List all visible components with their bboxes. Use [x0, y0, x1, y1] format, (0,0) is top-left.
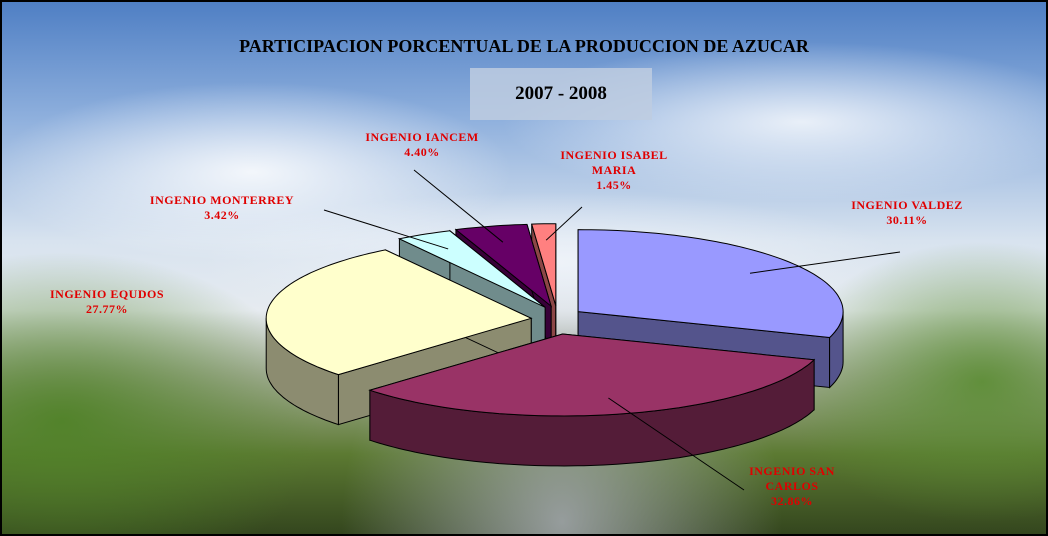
slice-value: 30.11%: [837, 213, 977, 228]
slice-name: INGENIO VALDEZ: [837, 198, 977, 213]
chart: PARTICIPACION PORCENTUAL DE LA PRODUCCIO…: [0, 0, 1048, 536]
chart-title: PARTICIPACION PORCENTUAL DE LA PRODUCCIO…: [2, 36, 1046, 57]
leader-line: [324, 210, 448, 249]
slice-value: 3.42%: [117, 208, 327, 223]
slice-value: 32.86%: [737, 494, 847, 509]
slice-value: 4.40%: [347, 145, 497, 160]
slice-name: INGENIO MONTERREY: [117, 193, 327, 208]
slice-name: INGENIO ISABEL MARIA: [559, 148, 669, 178]
chart-subtitle: 2007 - 2008: [470, 68, 652, 120]
slice-value: 1.45%: [559, 178, 669, 193]
slice-value: 27.77%: [22, 302, 192, 317]
slice-name: INGENIO SAN CARLOS: [737, 464, 847, 494]
slice-name: INGENIO IANCEM: [347, 130, 497, 145]
slice-name: INGENIO EQUDOS: [22, 287, 192, 302]
